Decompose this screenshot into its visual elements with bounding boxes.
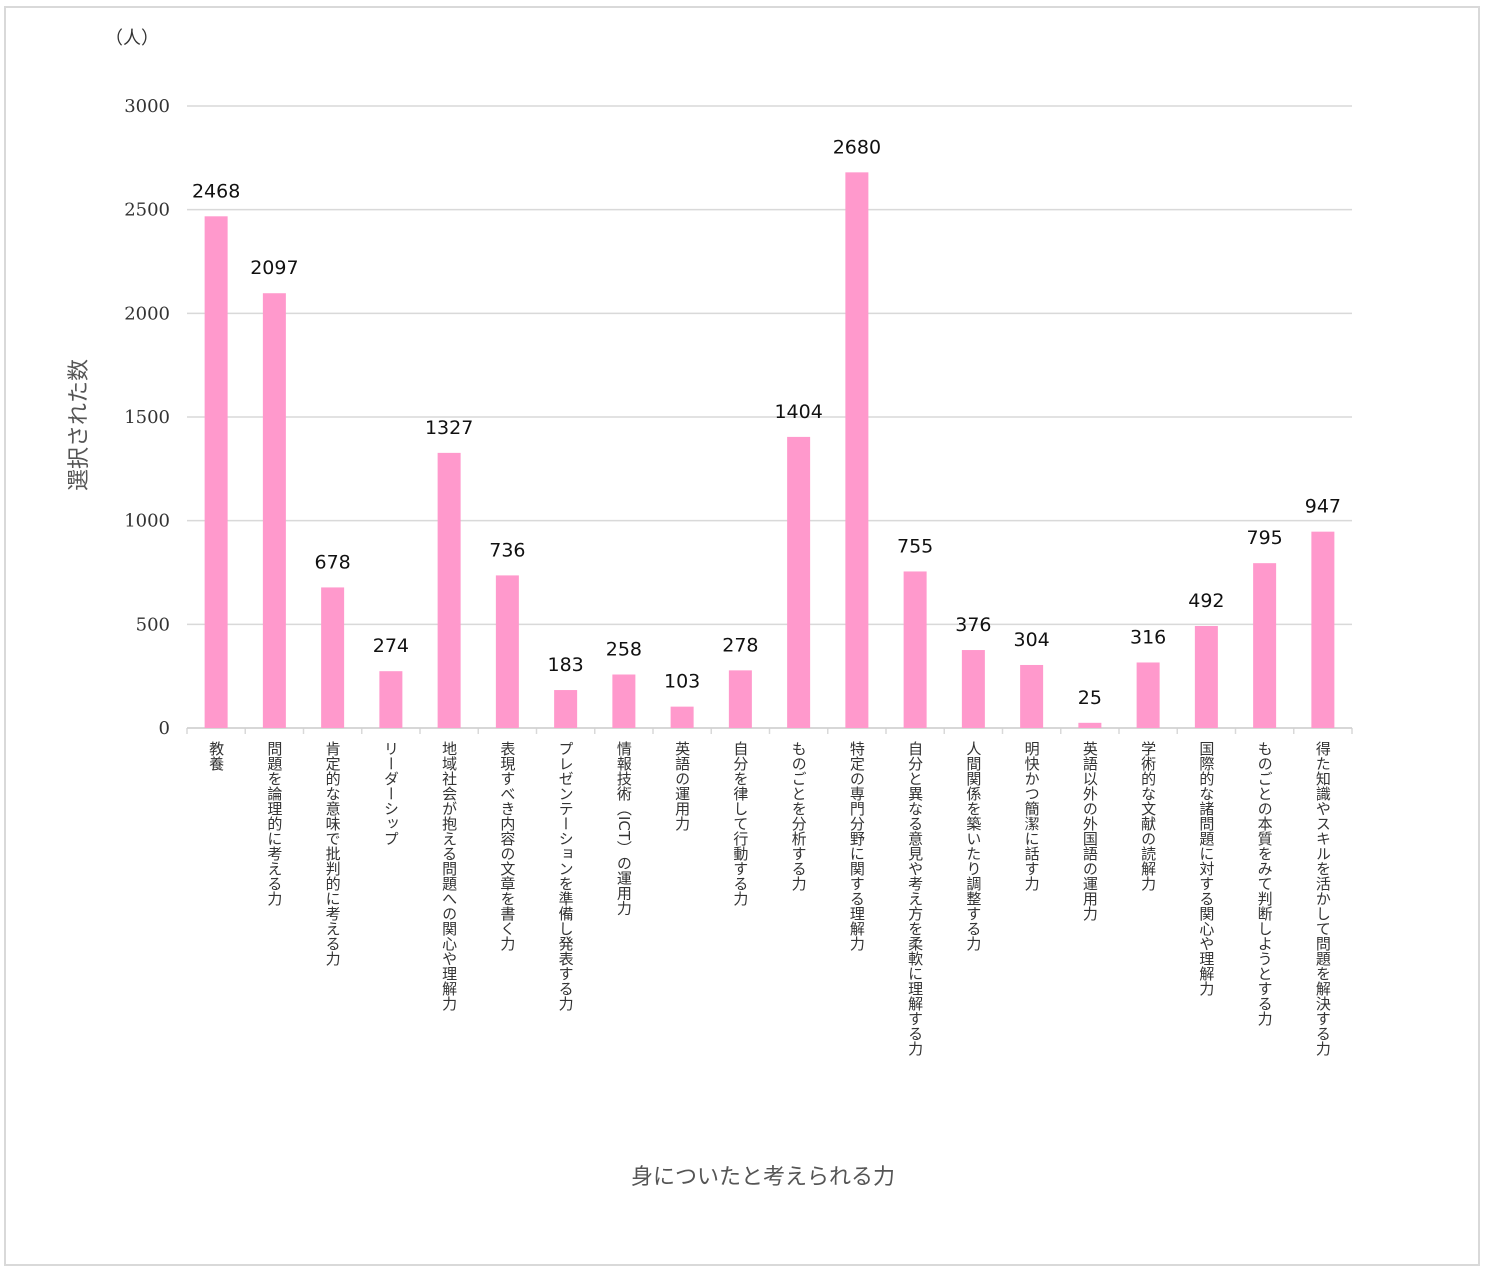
category-label: プレゼンテーションを準備し発表する力 [557,741,575,1012]
data-labels: 2468 2097 678 274 1327 736 183 258 103 278 1404 268… [192,136,1341,708]
data-label: 316 [1130,626,1166,648]
y-axis-ticks: 0 500 1000 1500 2000 2500 3000 [124,96,170,739]
data-label: 304 [1013,629,1049,651]
bar [845,172,869,728]
bar [554,690,578,728]
bar [204,216,228,728]
category-label: 学術的な文献の読解力 [1139,741,1157,892]
y-axis-unit-label: （人） [105,28,159,49]
y-tick-label: 1500 [124,407,170,428]
category-label: 明快かつ簡潔に話す力 [1023,741,1041,892]
category-label: 国際的な諸問題に対する関心や理解力 [1197,741,1215,997]
y-axis-title: 選択された数 [67,359,92,491]
category-label: 情報技術（ICT）の運用力 [615,741,633,916]
data-label: 25 [1078,687,1102,709]
data-label: 492 [1188,590,1224,612]
data-label: 278 [722,634,758,656]
category-label: 特定の専門分野に関する理解力 [848,741,866,952]
category-label: ものごとの本質をみて判断しようとする力 [1256,741,1274,1027]
category-label: 自分と異なる意見や考え方を柔軟に理解する力 [906,741,924,1057]
data-label: 2468 [192,180,240,202]
category-label: 地域社会が抱える問題への関心や理解力 [440,741,458,1012]
category-label: 表現すべき内容の文章を書く力 [498,741,516,952]
category-label: 自分を律して行動する力 [731,741,749,907]
category-label: 人間関係を築いたり調整する力 [964,741,982,952]
bar [670,706,694,728]
data-label: 2097 [250,257,298,279]
bar [612,674,636,728]
data-label: 678 [314,551,350,573]
bar [321,587,345,728]
data-label: 1327 [425,417,473,439]
gridlines [186,105,1353,734]
x-axis-title: 身についたと考えられる力 [631,1165,895,1190]
category-labels: 教養 問題を論理的に考える力 肯定的な意味で批判的に考える力 リーダーシップ 地域社会が… [207,740,1332,1057]
y-tick-label: 3000 [124,96,170,117]
data-label: 755 [897,535,933,557]
data-label: 258 [606,639,642,661]
category-label: 英語以外の外国語の運用力 [1081,740,1099,922]
bar [379,671,403,728]
bar [1311,531,1335,728]
chart-frame [4,6,1480,1266]
bar [1020,664,1044,728]
data-label: 1404 [774,401,822,423]
data-label: 274 [373,635,409,657]
bar [1136,662,1160,728]
bar [1078,722,1102,728]
bar [903,571,927,728]
data-label: 183 [547,654,583,676]
y-tick-label: 1000 [124,511,170,532]
bars [204,172,1335,728]
bar [1194,625,1218,728]
data-label: 736 [489,539,525,561]
category-label: 問題を論理的に考える力 [265,741,283,907]
y-tick-label: 500 [136,614,170,635]
category-label: ものごとを分析する力 [790,741,808,892]
category-label: 英語の運用力 [673,740,691,832]
category-label: リーダーシップ [382,741,400,846]
data-label: 376 [955,614,991,636]
data-label: 103 [664,671,700,693]
category-label: 肯定的な意味で批判的に考える力 [324,741,342,967]
data-label: 2680 [833,136,881,158]
bar [437,452,461,728]
data-label: 947 [1305,496,1341,518]
bar [495,575,519,728]
y-tick-label: 0 [159,718,170,739]
bar [787,436,811,728]
bar [728,670,752,728]
category-label: 得た知識やスキルを活かして問題を解決する力 [1314,741,1332,1057]
y-tick-label: 2000 [124,303,170,324]
category-label: 教養 [207,741,225,771]
y-tick-label: 2500 [124,200,170,221]
bar [1253,563,1277,728]
bar [262,293,286,728]
bar [961,650,985,728]
data-label: 795 [1246,527,1282,549]
